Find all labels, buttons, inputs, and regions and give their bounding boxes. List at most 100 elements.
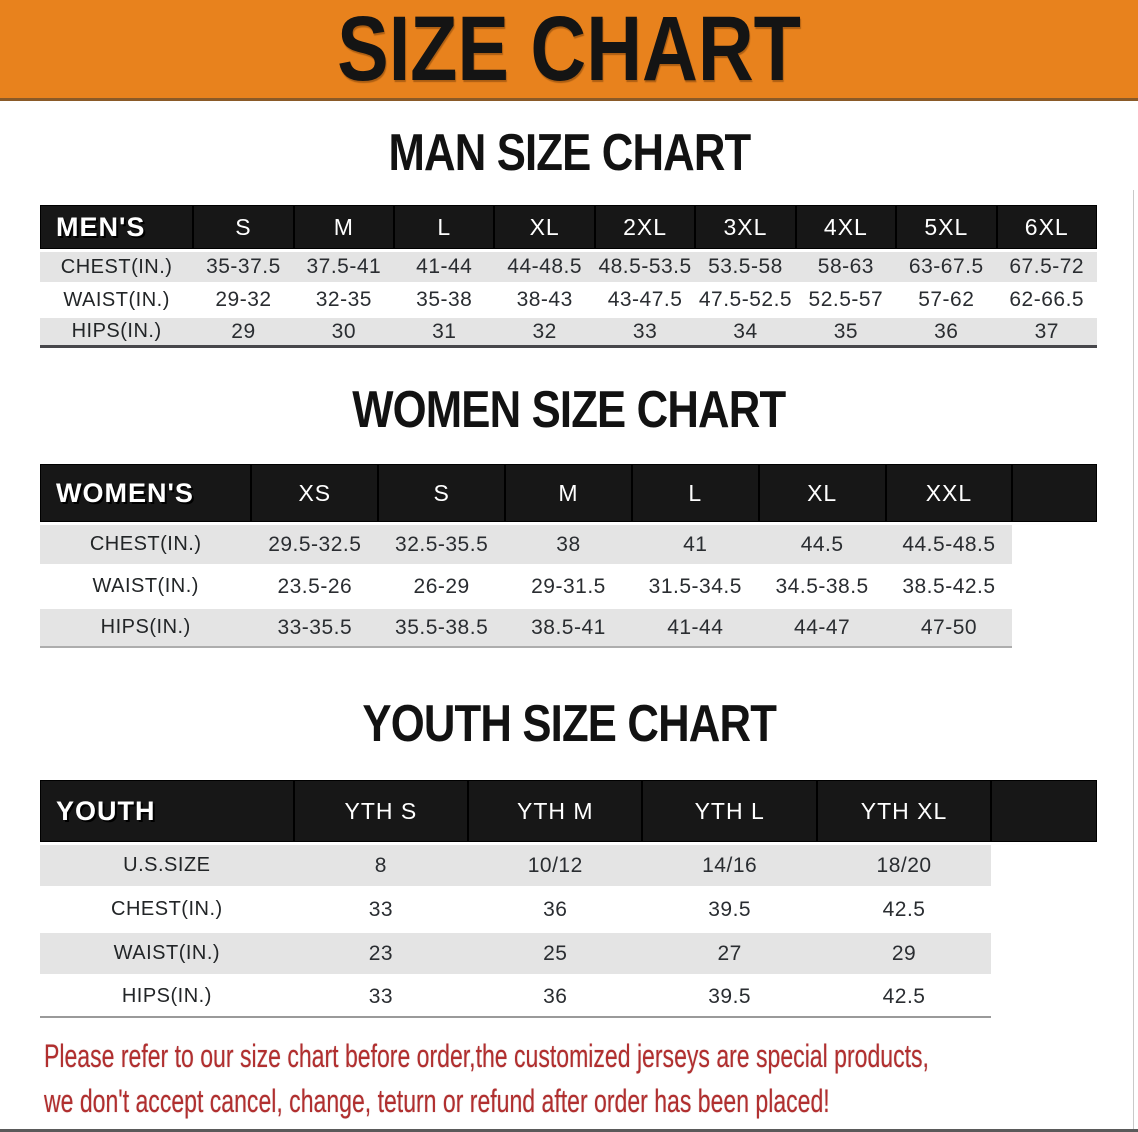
disclaimer-line-2: we don't accept cancel, change, teturn o… — [44, 1083, 830, 1119]
size-value: 32-35 — [293, 282, 395, 315]
size-value: 29.5-32.5 — [251, 522, 379, 564]
size-value: 53.5-58 — [695, 249, 796, 282]
size-value: 34 — [695, 315, 796, 348]
table-row: HIPS(IN.) 33 36 39.5 42.5 — [40, 974, 1097, 1018]
size-value: 32 — [494, 315, 595, 348]
disclaimer: Please refer to our size chart before or… — [44, 1034, 1138, 1124]
size-value: 39.5 — [642, 886, 817, 930]
bottom-edge-divider — [0, 1129, 1138, 1132]
size-value: 33 — [293, 886, 469, 930]
size-value: 35-37.5 — [193, 249, 294, 282]
size-value: 8 — [293, 842, 469, 886]
section-youth: YOUTH SIZE CHART YOUTH YTH S YTH M YTH L YTH… — [0, 698, 1138, 1018]
header-row: MEN'S S M L XL 2XL 3XL 4XL 5XL 6XL — [40, 205, 1097, 249]
youth-section-heading: YOUTH SIZE CHART — [0, 698, 1138, 760]
size-value: 36 — [896, 315, 997, 348]
header-spacer — [1012, 464, 1097, 522]
size-value: 39.5 — [642, 974, 817, 1018]
table-row: WAIST(IN.) 23 25 27 29 — [40, 930, 1097, 974]
row-spacer — [991, 842, 1097, 886]
size-value: 41-44 — [394, 249, 495, 282]
size-value: 29 — [816, 930, 992, 974]
column-header: 4XL — [795, 205, 897, 249]
table-corner-label: WOMEN'S — [40, 464, 252, 522]
size-value: 33 — [293, 974, 469, 1018]
row-spacer — [991, 930, 1097, 974]
size-value: 27 — [642, 930, 817, 974]
row-spacer — [1012, 564, 1097, 606]
row-spacer — [1012, 522, 1097, 564]
size-value: 14/16 — [642, 842, 817, 886]
size-value: 29-32 — [193, 282, 294, 315]
row-spacer — [991, 974, 1097, 1018]
row-label: WAIST(IN.) — [40, 282, 194, 315]
size-value: 57-62 — [896, 282, 997, 315]
size-value: 37.5-41 — [293, 249, 395, 282]
size-value: 52.5-57 — [795, 282, 897, 315]
column-header: XXL — [885, 464, 1013, 522]
column-header: 2XL — [594, 205, 696, 249]
size-value: 38.5-42.5 — [885, 564, 1013, 606]
size-value: 44-48.5 — [494, 249, 595, 282]
size-value: 63-67.5 — [896, 249, 997, 282]
size-value: 44-47 — [758, 606, 886, 648]
header-spacer — [991, 780, 1097, 842]
size-value: 10/12 — [468, 842, 643, 886]
column-header: S — [378, 464, 506, 522]
table-row: CHEST(IN.) 33 36 39.5 42.5 — [40, 886, 1097, 930]
row-label: WAIST(IN.) — [40, 564, 252, 606]
row-label: CHEST(IN.) — [40, 886, 294, 930]
size-value: 42.5 — [816, 974, 992, 1018]
column-header: M — [293, 205, 395, 249]
header-row: WOMEN'S XS S M L XL XXL — [40, 464, 1097, 522]
header-row: YOUTH YTH S YTH M YTH L YTH XL — [40, 780, 1097, 842]
table-corner-label: MEN'S — [40, 205, 194, 249]
column-header: 5XL — [896, 205, 997, 249]
size-value: 41-44 — [631, 606, 759, 648]
size-value: 38.5-41 — [505, 606, 632, 648]
row-label: CHEST(IN.) — [40, 249, 194, 282]
size-value: 33 — [594, 315, 696, 348]
section-women: WOMEN SIZE CHART WOMEN'S XS S M L XL XXL CHEST(… — [0, 384, 1138, 648]
size-value: 62-66.5 — [996, 282, 1097, 315]
size-value: 38-43 — [494, 282, 595, 315]
size-value: 32.5-35.5 — [378, 522, 506, 564]
size-value: 47-50 — [885, 606, 1013, 648]
size-value: 36 — [468, 886, 643, 930]
table-row: HIPS(IN.) 33-35.5 35.5-38.5 38.5-41 41-44 44-… — [40, 606, 1097, 648]
size-value: 29-31.5 — [505, 564, 632, 606]
size-value: 29 — [193, 315, 294, 348]
column-header: YTH S — [293, 780, 469, 842]
disclaimer-line-1: Please refer to our size chart before or… — [44, 1038, 929, 1074]
column-header: XL — [494, 205, 595, 249]
column-header: 6XL — [996, 205, 1097, 249]
banner: SIZE CHART — [0, 0, 1138, 101]
size-value: 33-35.5 — [251, 606, 379, 648]
column-header: 3XL — [695, 205, 796, 249]
right-edge-divider — [1133, 190, 1134, 1129]
mens-size-table: MEN'S S M L XL 2XL 3XL 4XL 5XL 6XL CHEST(IN.) 35-37… — [40, 205, 1097, 348]
row-label: HIPS(IN.) — [40, 606, 252, 648]
size-value: 31 — [394, 315, 495, 348]
size-value: 37 — [996, 315, 1097, 348]
size-value: 23 — [293, 930, 469, 974]
size-value: 44.5-48.5 — [885, 522, 1013, 564]
size-value: 30 — [293, 315, 395, 348]
men-section-heading: MAN SIZE CHART — [0, 127, 1138, 189]
size-value: 38 — [505, 522, 632, 564]
size-value: 35.5-38.5 — [378, 606, 506, 648]
row-label: U.S.SIZE — [40, 842, 294, 886]
row-label: HIPS(IN.) — [40, 315, 194, 348]
column-header: YTH M — [468, 780, 643, 842]
column-header: XL — [758, 464, 886, 522]
size-value: 42.5 — [816, 886, 992, 930]
size-value: 23.5-26 — [251, 564, 379, 606]
size-value: 35-38 — [394, 282, 495, 315]
size-value: 67.5-72 — [996, 249, 1097, 282]
column-header: L — [394, 205, 495, 249]
youth-section-heading-text: YOUTH SIZE CHART — [362, 695, 777, 753]
women-section-heading-text: WOMEN SIZE CHART — [352, 381, 786, 439]
column-header: M — [505, 464, 632, 522]
table-row: WAIST(IN.) 23.5-26 26-29 29-31.5 31.5-34.5 34… — [40, 564, 1097, 606]
